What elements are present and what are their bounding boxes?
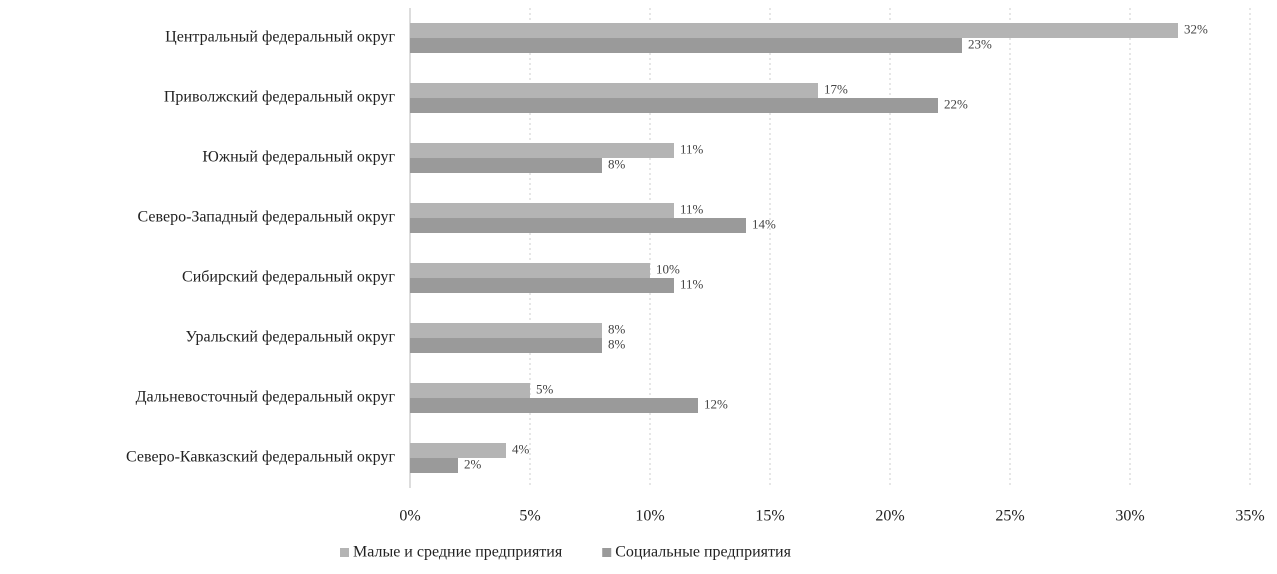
bar [410, 143, 674, 158]
bar [410, 458, 458, 473]
legend-label: Малые и средние предприятия [353, 544, 563, 561]
legend-swatch [602, 548, 612, 557]
y-tick-label: Северо-Кавказский федеральный округ [126, 449, 395, 466]
value-label: 2% [464, 456, 482, 471]
bar [410, 323, 602, 338]
y-tick-label: Северо-Западный федеральный округ [138, 209, 396, 226]
value-label: 11% [680, 201, 704, 216]
value-label: 5% [536, 381, 554, 396]
legend-label: Социальные предприятия [615, 544, 791, 561]
x-tick-label: 5% [519, 508, 540, 525]
value-label: 11% [680, 141, 704, 156]
bar [410, 443, 506, 458]
value-label: 10% [656, 261, 680, 276]
value-label: 11% [680, 276, 704, 291]
x-tick-label: 10% [635, 508, 664, 525]
value-label: 32% [1184, 21, 1208, 36]
value-label: 12% [704, 396, 728, 411]
x-tick-label: 25% [995, 508, 1024, 525]
bar [410, 383, 530, 398]
bar [410, 83, 818, 98]
bar [410, 158, 602, 173]
value-label: 4% [512, 441, 530, 456]
bar [410, 263, 650, 278]
value-label: 8% [608, 336, 626, 351]
legend-swatch [340, 548, 349, 557]
y-tick-label: Дальневосточный федеральный округ [136, 389, 396, 406]
y-tick-label: Сибирский федеральный округ [182, 269, 395, 286]
x-tick-label: 15% [755, 508, 784, 525]
bar [410, 278, 674, 293]
bar [410, 98, 938, 113]
y-tick-label: Южный федеральный округ [202, 149, 395, 166]
bar [410, 38, 962, 53]
value-label: 8% [608, 321, 626, 336]
y-tick-label: Приволжский федеральный округ [164, 89, 396, 106]
value-label: 23% [968, 36, 992, 51]
x-tick-label: 20% [875, 508, 904, 525]
bar [410, 218, 746, 233]
x-tick-label: 0% [399, 508, 420, 525]
x-tick-label: 35% [1235, 508, 1264, 525]
value-label: 8% [608, 156, 626, 171]
bar [410, 398, 698, 413]
value-label: 17% [824, 81, 848, 96]
bar [410, 203, 674, 218]
y-tick-label: Уральский федеральный округ [186, 329, 396, 346]
value-label: 14% [752, 216, 776, 231]
y-tick-label: Центральный федеральный округ [165, 29, 395, 46]
value-label: 22% [944, 96, 968, 111]
bar [410, 338, 602, 353]
x-tick-label: 30% [1115, 508, 1144, 525]
bar [410, 23, 1178, 38]
